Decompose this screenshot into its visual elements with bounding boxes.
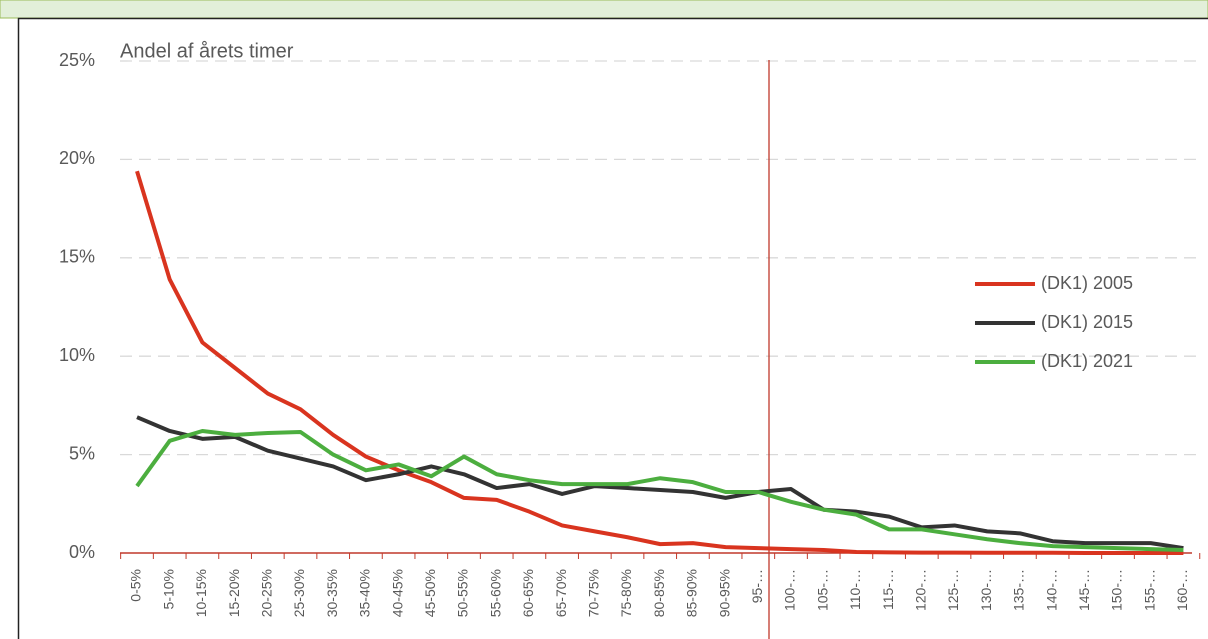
- x-tick-label: 85-90%: [684, 569, 700, 617]
- x-tick-label: 120-…: [913, 569, 929, 611]
- x-tick-label: 40-45%: [389, 569, 405, 617]
- x-tick-label: 80-85%: [651, 569, 667, 617]
- top-band: [0, 0, 1208, 19]
- x-tick-label: 125-…: [945, 569, 961, 611]
- x-tick-label: 130-…: [978, 569, 994, 611]
- x-tick-label: 90-95%: [716, 569, 732, 617]
- x-tick-label: 160-…: [1174, 569, 1190, 611]
- x-tick-label: 50-55%: [455, 569, 471, 617]
- x-tick-label: 140-…: [1043, 569, 1059, 611]
- x-tick-label: 65-70%: [553, 569, 569, 617]
- x-tick-label: 135-…: [1011, 569, 1027, 611]
- x-tick-label: 145-…: [1076, 569, 1092, 611]
- x-tick-label: 5-10%: [160, 569, 176, 609]
- legend-label: (DK1) 2005: [1041, 273, 1133, 293]
- x-tick-label: 25-30%: [291, 569, 307, 617]
- y-tick-label: 0%: [69, 542, 95, 562]
- x-tick-label: 115-…: [880, 569, 896, 610]
- grid: [120, 60, 1200, 456]
- x-tick-label: 100-…: [782, 569, 798, 611]
- x-tick-label: 105-…: [814, 569, 830, 611]
- series-line: [136, 415, 1184, 551]
- legend-label: (DK1) 2021: [1041, 351, 1133, 371]
- x-tick-label: 70-75%: [586, 569, 602, 617]
- x-tick-label: 150-…: [1109, 569, 1125, 611]
- x-tick-label: 95-…: [749, 569, 765, 603]
- x-tick-label: 55-60%: [487, 569, 503, 617]
- x-tick-label: 30-35%: [324, 569, 340, 617]
- y-tick-label: 5%: [69, 443, 95, 463]
- y-tick-label: 20%: [59, 148, 95, 168]
- x-tick-label: 75-80%: [618, 569, 634, 617]
- y-tick-label: 10%: [59, 345, 95, 365]
- x-tick-label: 10-15%: [193, 569, 209, 617]
- legend-label: (DK1) 2015: [1041, 312, 1133, 332]
- x-tick-label: 15-20%: [226, 569, 242, 617]
- chart-title: Andel af årets timer: [120, 40, 294, 62]
- y-tick-label: 15%: [59, 247, 95, 267]
- x-tick-label: 60-65%: [520, 569, 536, 617]
- x-tick-label: 35-40%: [357, 569, 373, 617]
- x-tick-label: 20-25%: [259, 569, 275, 617]
- x-tick-label: 110-…: [847, 569, 863, 610]
- x-tick-label: 45-50%: [422, 569, 438, 617]
- series-line: [135, 170, 1184, 555]
- x-tick-label: 0-5%: [128, 569, 144, 602]
- x-tick-label: 155-…: [1141, 569, 1157, 611]
- series-line: [135, 428, 1184, 553]
- y-tick-label: 25%: [59, 50, 95, 70]
